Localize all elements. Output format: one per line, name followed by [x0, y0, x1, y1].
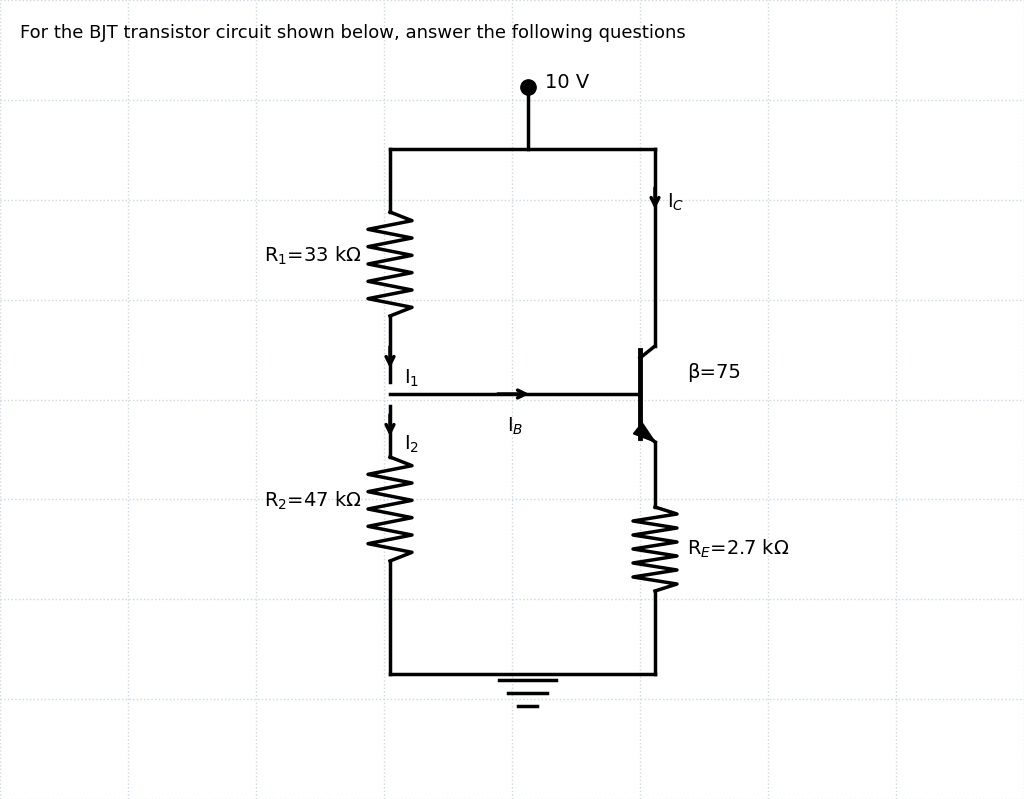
- Text: R$_1$=33 kΩ: R$_1$=33 kΩ: [264, 244, 362, 267]
- Text: I$_1$: I$_1$: [404, 368, 419, 389]
- Text: β=75: β=75: [687, 363, 741, 381]
- Text: 10 V: 10 V: [546, 74, 590, 93]
- Text: R$_2$=47 kΩ: R$_2$=47 kΩ: [264, 490, 362, 512]
- Text: For the BJT transistor circuit shown below, answer the following questions: For the BJT transistor circuit shown bel…: [20, 24, 686, 42]
- Text: I$_B$: I$_B$: [507, 416, 523, 437]
- Text: I$_C$: I$_C$: [667, 191, 684, 213]
- Text: R$_E$=2.7 kΩ: R$_E$=2.7 kΩ: [687, 538, 790, 560]
- Text: I$_2$: I$_2$: [404, 434, 419, 455]
- Polygon shape: [634, 423, 655, 442]
